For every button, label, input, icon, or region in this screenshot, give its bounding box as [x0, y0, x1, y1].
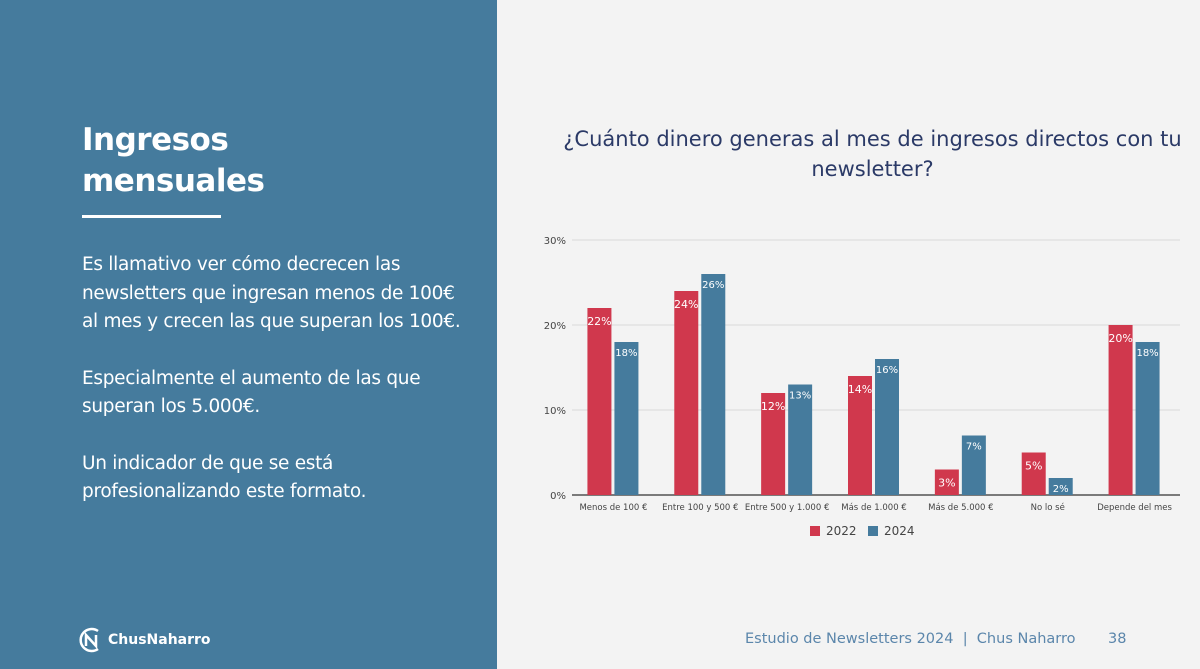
slide-body: Es llamativo ver cómo decrecen las newsl…	[82, 251, 472, 535]
data-label: 18%	[615, 348, 637, 359]
chart-title: ¿Cuánto dinero generas al mes de ingreso…	[563, 127, 1182, 181]
data-label: 12%	[761, 400, 785, 413]
data-label: 24%	[674, 298, 698, 311]
paragraph: Es llamativo ver cómo decrecen las newsl…	[82, 254, 461, 332]
paragraph: Especialmente el aumento de las que supe…	[82, 367, 421, 418]
title-divider	[82, 215, 221, 218]
bar-2022	[848, 376, 872, 495]
data-label: 14%	[848, 383, 872, 396]
paragraph: Un indicador de que se está profesionali…	[82, 452, 367, 503]
legend-swatch	[868, 526, 878, 536]
data-label: 3%	[938, 477, 955, 490]
y-tick-label: 0%	[550, 491, 566, 502]
data-label: 20%	[1108, 332, 1132, 345]
x-tick-label: Más de 5.000 €	[928, 503, 993, 513]
legend-label: 2024	[884, 524, 915, 538]
left-panel: Ingresos mensuales Es llamativo ver cómo…	[0, 0, 497, 669]
y-tick-label: 30%	[544, 236, 566, 247]
bar-2022	[587, 308, 612, 495]
bar-2022	[674, 291, 699, 495]
data-label: 16%	[876, 365, 898, 376]
legend-label: 2022	[826, 524, 857, 538]
slide-title: Ingresos mensuales	[82, 122, 265, 199]
data-label: 26%	[702, 280, 724, 291]
bar-2024	[1048, 478, 1073, 495]
data-label: 18%	[1136, 348, 1158, 359]
data-label: 2%	[1053, 484, 1069, 495]
bar-2024	[961, 435, 986, 495]
bar-2022	[1108, 325, 1133, 495]
legend-swatch	[810, 526, 820, 536]
x-tick-label: Depende del mes	[1097, 503, 1172, 513]
bar-2024	[1135, 342, 1160, 495]
data-label: 13%	[789, 391, 811, 402]
y-tick-label: 20%	[544, 321, 566, 332]
bar-2024	[614, 342, 639, 495]
data-label: 5%	[1025, 460, 1042, 473]
bar-2022	[1021, 452, 1046, 495]
x-tick-label: No lo sé	[1031, 502, 1065, 513]
bar-2024	[788, 384, 813, 495]
bar-2022	[761, 393, 786, 495]
page-number: 38	[1108, 631, 1127, 647]
x-tick-label: Más de 1.000 €	[841, 503, 906, 513]
data-label: 22%	[587, 315, 611, 328]
footer-text: Estudio de Newsletters 2024 | Chus Nahar…	[745, 631, 1076, 647]
logo-icon	[79, 627, 99, 653]
x-tick-label: Entre 500 y 1.000 €	[745, 503, 829, 513]
data-label: 7%	[966, 442, 982, 453]
bar-2024	[701, 274, 726, 495]
x-tick-label: Entre 100 y 500 €	[662, 503, 738, 513]
x-tick-label: Menos de 100 €	[579, 503, 647, 513]
logo: ChusNaharro	[78, 626, 211, 654]
y-tick-label: 10%	[544, 406, 566, 417]
bar-2024	[875, 359, 899, 495]
bar-2022	[934, 469, 959, 495]
